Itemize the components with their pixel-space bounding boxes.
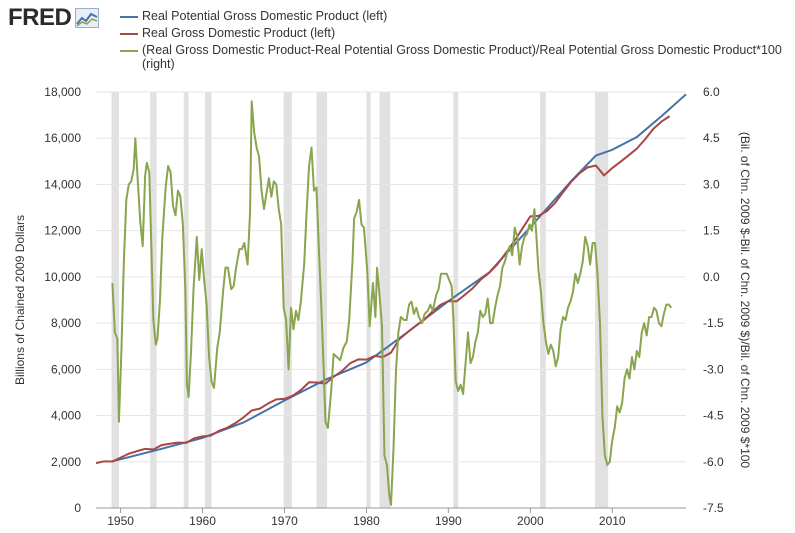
y-tick-label-right: -4.5 — [703, 409, 724, 423]
logo-text: FRED — [8, 4, 72, 31]
legend-label: Real Potential Gross Domestic Product (l… — [142, 9, 388, 23]
recession-band — [595, 92, 609, 508]
y-tick-label-left: 0 — [74, 501, 81, 515]
recession-band — [379, 92, 391, 508]
y-axis-title-left: Billions of Chained 2009 Dollars — [13, 215, 27, 385]
y-tick-label-right: -6.0 — [703, 455, 724, 469]
x-tick-label: 1950 — [107, 514, 134, 528]
y-tick-label-right: -3.0 — [703, 362, 724, 376]
y-tick-label-left: 2,000 — [51, 455, 81, 469]
recession-band — [453, 92, 459, 508]
x-tick-label: 1990 — [435, 514, 462, 528]
y-tick-label-right: 1.5 — [703, 224, 720, 238]
legend-swatch — [120, 16, 138, 18]
y-tick-label-left: 10,000 — [44, 270, 81, 284]
legend-swatch — [120, 33, 138, 35]
chart-line-icon — [75, 8, 100, 28]
grid-lines — [96, 91, 686, 463]
y-tick-label-right: -7.5 — [703, 501, 724, 515]
y-tick-label-left: 4,000 — [51, 409, 81, 423]
y-tick-label-right: 3.0 — [703, 177, 720, 191]
recession-band — [204, 92, 212, 508]
y-tick-label-right: 6.0 — [703, 85, 720, 99]
fred-logo[interactable]: FRED — [8, 4, 100, 32]
y-tick-label-left: 16,000 — [44, 131, 81, 145]
y-axis-title-right: (Bil. of Chn. 2009 $-Bil. of Chn. 2009 $… — [738, 132, 752, 469]
legend-label: Real Gross Domestic Product (left) — [142, 26, 336, 40]
y-tick-label-left: 18,000 — [44, 85, 81, 99]
y-tick-label-left: 8,000 — [51, 316, 81, 330]
legend-label: (Real Gross Domestic Product-Real Potent… — [142, 43, 782, 71]
recession-band — [283, 92, 292, 508]
x-tick-label: 1970 — [271, 514, 298, 528]
y-tick-label-right: -1.5 — [703, 316, 724, 330]
y-tick-label-left: 14,000 — [44, 177, 81, 191]
legend-swatch — [120, 50, 138, 52]
y-tick-label-right: 0.0 — [703, 270, 720, 284]
series-layer — [95, 93, 687, 506]
x-tick-label: 2000 — [517, 514, 544, 528]
recession-band — [111, 92, 119, 508]
y-tick-label-left: 6,000 — [51, 362, 81, 376]
chart-header: FRED Real Potential Gross Domestic Produ… — [0, 0, 795, 84]
x-tick-label: 1980 — [353, 514, 380, 528]
x-tick-label: 1960 — [189, 514, 216, 528]
y-tick-label-right: 4.5 — [703, 131, 720, 145]
axes: 1950 1960 1970 1980 1990 2000 2010 0 2,000 4,000 6… — [44, 85, 724, 528]
series-line-3 — [111, 100, 673, 506]
x-tick-label: 2010 — [599, 514, 626, 528]
y-tick-label-left: 12,000 — [44, 224, 81, 238]
recession-band — [540, 92, 546, 508]
